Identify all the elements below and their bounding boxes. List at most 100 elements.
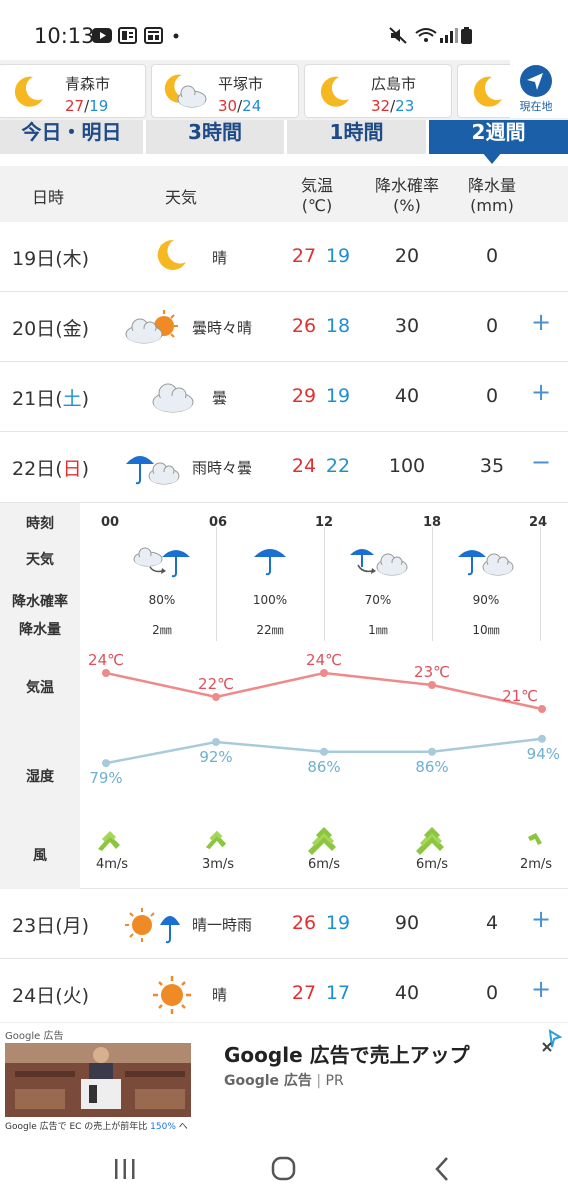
- hour-label: 18: [422, 515, 442, 530]
- row-temp-high: 24: [291, 455, 317, 477]
- divider: [432, 527, 433, 641]
- row-dow: (金): [55, 318, 90, 340]
- humidity-label: 86%: [415, 758, 448, 776]
- rain-to-cloud-icon: [350, 549, 408, 576]
- slot-rain: 1㎜: [368, 623, 388, 637]
- temp-line-point: [102, 669, 110, 677]
- sun-umbrella-icon: [125, 908, 180, 944]
- ad-banner[interactable]: Google 広告 Google 広告で EC の売上が前年比 150% へ G…: [0, 1022, 568, 1142]
- city-temp-high: 30: [218, 97, 238, 115]
- city-temp-low: 19: [89, 97, 109, 115]
- divider: [324, 527, 325, 641]
- table-row[interactable]: 21日(土) 曇 29 19 40 0 +: [0, 362, 568, 432]
- row-rain: 35: [479, 455, 505, 477]
- row-pop: 100: [388, 455, 426, 477]
- dot-icon: [173, 33, 179, 39]
- row-dow: (火): [55, 985, 90, 1007]
- news-icon: [118, 27, 137, 44]
- temp-line-point: [320, 669, 328, 677]
- expand-button[interactable]: +: [530, 308, 552, 336]
- tab-today-tomorrow[interactable]: 今日・明日: [0, 120, 146, 154]
- city-temp-high: 27: [65, 97, 85, 115]
- ad-source: Google 広告: [224, 1073, 312, 1089]
- hour-label: 12: [314, 515, 334, 530]
- collapse-button[interactable]: −: [530, 448, 552, 476]
- label-humidity: 湿度: [26, 769, 54, 785]
- row-temp-high: 27: [291, 982, 317, 1004]
- expand-button[interactable]: +: [530, 378, 552, 406]
- label-weather: 天気: [26, 552, 54, 568]
- table-row[interactable]: 23日(月) 晴一時雨 26 19 90 4 +: [0, 889, 568, 959]
- tab-3hour[interactable]: 3時間: [146, 120, 287, 154]
- table-row[interactable]: 22日(日) 雨時々曇 24 22 100 35 −: [0, 432, 568, 503]
- wind-speed: 6m/s: [307, 857, 341, 872]
- humidity-line-point: [102, 759, 110, 768]
- temp-label: 21℃: [502, 687, 538, 705]
- label-rain: 降水量: [19, 622, 61, 638]
- moon-icon: [473, 76, 502, 107]
- hour-label: 24: [528, 515, 548, 530]
- row-pop: 40: [394, 982, 420, 1004]
- temp-label: 23℃: [414, 663, 450, 681]
- cloud-sun-icon: [125, 310, 178, 344]
- wind-speed: 3m/s: [201, 857, 235, 872]
- row-rain: 0: [485, 982, 499, 1004]
- wind-speed: 6m/s: [415, 857, 449, 872]
- row-weather: 雨時々曇: [192, 459, 253, 477]
- city-card-hiroshima[interactable]: 広島市 32/23: [304, 64, 452, 118]
- row-rain: 0: [485, 385, 499, 407]
- row-weather: 晴: [212, 986, 228, 1004]
- humidity-label: 94%: [527, 745, 560, 763]
- ad-close-icon[interactable]: [540, 1027, 564, 1053]
- youtube-icon: [92, 28, 112, 43]
- temp-label: 24℃: [306, 651, 342, 669]
- recent-apps-icon[interactable]: [112, 1158, 138, 1180]
- header-temp: 気温: [300, 176, 333, 195]
- back-icon[interactable]: [432, 1156, 452, 1182]
- table-row[interactable]: 20日(金) 曇時々晴 26 18 30 0 +: [0, 292, 568, 362]
- temp-label: 24℃: [88, 651, 124, 669]
- row-dow-saturday: 土: [62, 388, 82, 410]
- row-temp-low: 17: [325, 982, 351, 1004]
- forecast-tabs: 今日・明日 3時間 1時間 2週間: [0, 120, 568, 154]
- row-rain: 4: [485, 912, 499, 934]
- ad-brand: Google 広告: [5, 1031, 64, 1042]
- slot-pop: 80%: [148, 593, 176, 607]
- row-pop: 90: [394, 912, 420, 934]
- hourly-line-chart: 24℃ 22℃ 24℃ 23℃ 21℃ 79% 92% 86% 86% 94%: [88, 651, 560, 787]
- city-card-aomori[interactable]: 青森市 27/19: [0, 64, 146, 118]
- news-icon-2: [144, 27, 163, 44]
- slot-pop: 90%: [472, 593, 500, 607]
- wind-direction-icon: [98, 831, 120, 851]
- humidity-line-point: [428, 747, 436, 756]
- row-date: 22日: [12, 458, 56, 480]
- city-card-hiratsuka[interactable]: 平塚市 30/24: [151, 64, 299, 118]
- tab-2week[interactable]: 2週間: [429, 120, 568, 154]
- wifi-icon: [415, 28, 437, 42]
- row-date: 21日: [12, 388, 56, 410]
- expand-button[interactable]: +: [530, 975, 552, 1003]
- tab-1hour[interactable]: 1時間: [287, 120, 429, 154]
- row-temp-low: 19: [325, 385, 351, 407]
- ad-image: [5, 1043, 191, 1117]
- temp-line-point: [428, 681, 436, 689]
- row-rain: 0: [485, 315, 499, 337]
- current-location-button[interactable]: 現在地: [510, 60, 568, 118]
- expand-button[interactable]: +: [530, 905, 552, 933]
- table-row[interactable]: 24日(火) 晴 27 17 40 0 +: [0, 959, 568, 1029]
- current-location-label: 現在地: [519, 100, 553, 113]
- battery-icon: [461, 27, 472, 44]
- home-icon[interactable]: [270, 1156, 298, 1182]
- row-temp-low: 19: [325, 912, 351, 934]
- header-weather: 天気: [164, 188, 197, 207]
- table-row: 19日(木) 晴 27 19 20 0: [0, 222, 568, 292]
- ad-headline[interactable]: Google 広告で売上アップ: [224, 1043, 470, 1067]
- umbrella-icon: [254, 549, 286, 576]
- row-temp-high: 29: [291, 385, 317, 407]
- temp-line-point: [538, 705, 546, 713]
- system-nav-bar: [0, 1142, 568, 1199]
- label-temp: 気温: [26, 680, 54, 696]
- row-dow: (月): [55, 915, 90, 937]
- header-temp-unit: (℃): [301, 196, 333, 215]
- wind-direction-icon: [308, 827, 336, 855]
